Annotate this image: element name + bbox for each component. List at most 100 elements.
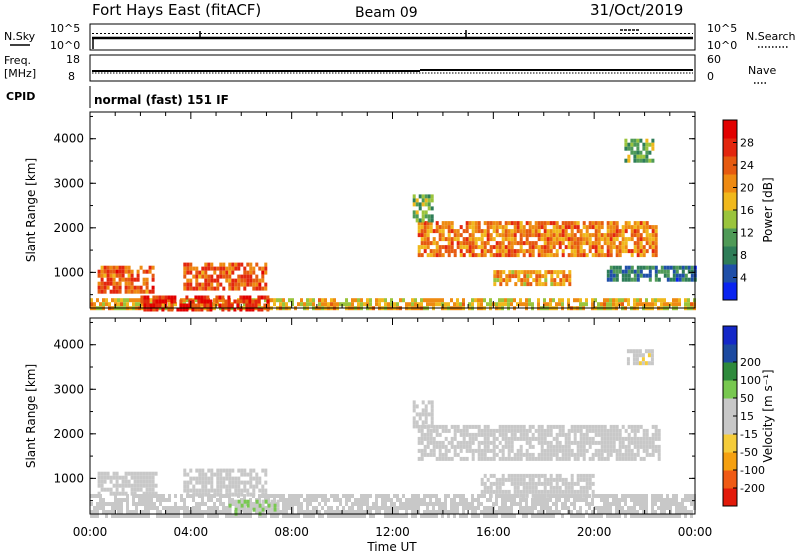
data-cell	[228, 472, 232, 477]
data-cell	[489, 440, 493, 445]
data-cell	[210, 266, 214, 271]
data-cell	[246, 499, 250, 504]
data-cell	[115, 475, 119, 480]
data-cell	[459, 444, 463, 449]
data-cell	[237, 278, 241, 283]
data-cell	[417, 302, 420, 307]
data-cell	[549, 229, 553, 234]
data-cell	[681, 269, 685, 274]
data-cell	[183, 506, 186, 510]
data-cell	[109, 265, 113, 270]
data-cell	[603, 424, 607, 429]
data-cell	[430, 194, 434, 199]
data-cell	[255, 484, 259, 489]
data-cell	[418, 218, 422, 223]
data-cell	[675, 502, 678, 506]
data-cell	[621, 506, 624, 510]
data-cell	[651, 514, 654, 518]
data-cell	[489, 498, 492, 502]
data-cell	[606, 249, 610, 254]
data-cell	[453, 432, 457, 437]
colorbar-segment	[723, 138, 737, 157]
data-cell	[570, 229, 574, 234]
data-cell	[549, 506, 552, 510]
data-cell	[327, 510, 330, 514]
data-cell	[555, 302, 558, 307]
data-cell	[504, 237, 508, 242]
data-cell	[366, 494, 369, 498]
data-cell	[237, 480, 241, 485]
data-cell	[255, 506, 258, 510]
data-cell	[522, 432, 526, 437]
data-cell	[489, 506, 492, 510]
data-cell	[647, 353, 651, 358]
data-cell	[430, 404, 434, 409]
data-cell	[399, 506, 402, 510]
data-cell	[155, 303, 159, 308]
data-cell	[418, 416, 422, 421]
data-cell	[690, 265, 694, 270]
data-cell	[150, 502, 153, 506]
data-cell	[660, 302, 663, 307]
data-cell	[636, 142, 640, 147]
data-cell	[635, 357, 639, 362]
data-cell	[456, 245, 460, 250]
data-cell	[687, 298, 690, 303]
data-cell	[390, 502, 393, 506]
data-cell	[645, 298, 648, 303]
data-cell	[396, 498, 399, 502]
data-cell	[501, 444, 505, 449]
data-cell	[651, 452, 655, 457]
data-cell	[553, 278, 557, 283]
data-cell	[684, 273, 688, 278]
data-cell	[540, 440, 544, 445]
data-cell	[633, 221, 637, 226]
data-cell	[633, 158, 637, 163]
data-cell	[231, 468, 235, 473]
data-cell	[495, 221, 499, 226]
data-cell	[630, 436, 634, 441]
colorbar-segment	[723, 488, 737, 507]
data-cell	[126, 302, 129, 307]
data-cell	[549, 473, 553, 478]
data-cell	[133, 479, 137, 484]
data-cell	[109, 475, 113, 480]
data-cell	[495, 481, 499, 486]
data-cell	[231, 492, 235, 497]
data-cell	[412, 210, 416, 215]
data-cell	[151, 273, 155, 278]
data-cell	[507, 448, 511, 453]
data-cell	[534, 436, 538, 441]
data-cell	[648, 452, 652, 457]
data-cell	[159, 510, 162, 514]
data-cell	[638, 361, 642, 366]
data-cell	[573, 249, 577, 254]
data-cell	[231, 270, 235, 275]
data-cell	[103, 289, 107, 294]
data-cell	[186, 270, 190, 275]
data-cell	[663, 514, 666, 518]
data-cell	[130, 281, 134, 286]
data-cell	[531, 506, 534, 510]
data-cell	[465, 249, 469, 254]
data-cell	[405, 498, 408, 502]
data-cell	[597, 510, 600, 514]
data-cell	[155, 307, 159, 312]
data-cell	[318, 502, 321, 506]
data-cell	[255, 274, 259, 279]
data-cell	[351, 502, 354, 506]
data-cell	[531, 481, 535, 486]
data-cell	[420, 225, 424, 230]
data-cell	[540, 506, 543, 510]
data-cell	[657, 514, 660, 518]
data-cell	[576, 428, 580, 433]
data-cell	[465, 502, 468, 506]
data-cell	[189, 476, 193, 481]
data-cell	[618, 229, 622, 234]
data-cell	[90, 298, 93, 303]
data-cell	[423, 498, 426, 502]
data-cell	[537, 473, 541, 478]
power-colorbar-label: Power [dB]	[761, 177, 775, 242]
data-cell	[522, 233, 526, 238]
data-cell	[513, 456, 517, 461]
